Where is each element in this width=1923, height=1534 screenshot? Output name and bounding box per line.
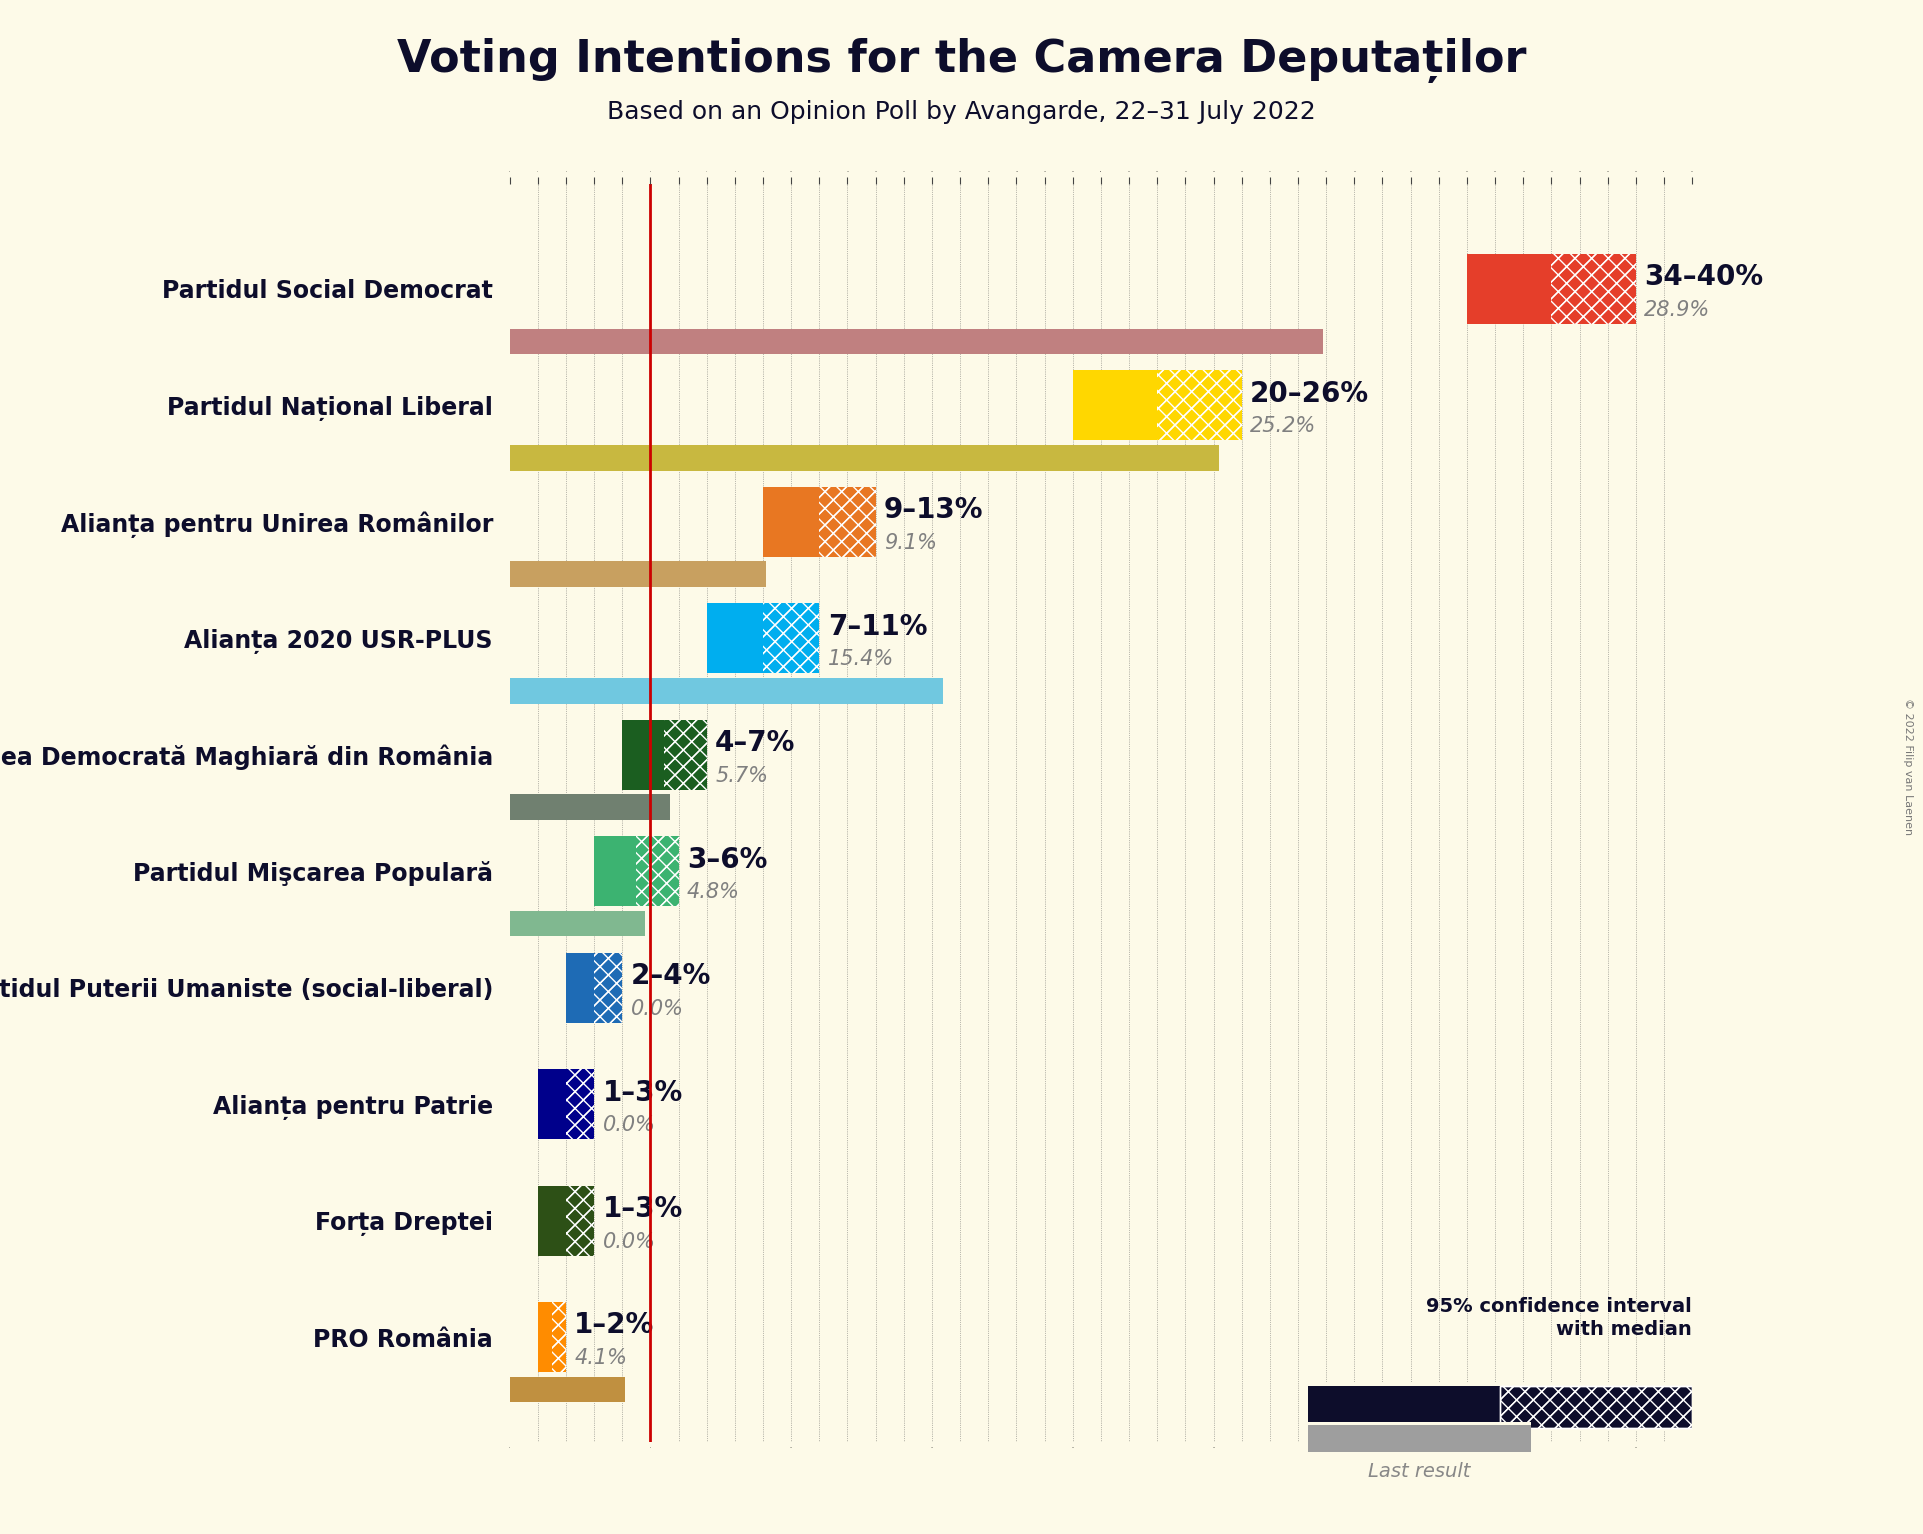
Bar bbox=[637, 836, 679, 907]
Bar bbox=[1073, 370, 1242, 440]
Text: Voting Intentions for the Camera Deputaților: Voting Intentions for the Camera Deputaț… bbox=[396, 38, 1527, 83]
Text: 1–3%: 1–3% bbox=[602, 1078, 683, 1106]
Bar bbox=[1552, 255, 1636, 324]
Bar bbox=[1552, 255, 1636, 324]
Bar bbox=[565, 953, 623, 1023]
Text: 0.0%: 0.0% bbox=[602, 1115, 656, 1135]
Text: 2–4%: 2–4% bbox=[631, 962, 712, 989]
Bar bbox=[510, 795, 669, 821]
Bar bbox=[510, 561, 765, 588]
Bar bbox=[510, 911, 644, 936]
Bar bbox=[552, 1302, 565, 1371]
Bar bbox=[565, 1069, 594, 1140]
Bar bbox=[510, 1376, 625, 1402]
Bar bbox=[763, 603, 819, 673]
Bar bbox=[819, 486, 875, 557]
Bar bbox=[565, 1186, 594, 1256]
Text: Based on an Opinion Poll by Avangarde, 22–31 July 2022: Based on an Opinion Poll by Avangarde, 2… bbox=[608, 100, 1315, 124]
Bar bbox=[763, 486, 875, 557]
Bar bbox=[538, 1302, 565, 1371]
Text: 1–2%: 1–2% bbox=[575, 1312, 654, 1339]
Text: 1–3%: 1–3% bbox=[602, 1195, 683, 1223]
Bar bbox=[1158, 370, 1242, 440]
Text: 95% confidence interval
with median: 95% confidence interval with median bbox=[1427, 1296, 1692, 1339]
Bar bbox=[665, 719, 708, 790]
Bar bbox=[594, 953, 623, 1023]
Bar bbox=[565, 1069, 594, 1140]
Bar bbox=[665, 719, 708, 790]
Bar bbox=[538, 1186, 594, 1256]
Bar bbox=[763, 603, 819, 673]
Bar bbox=[594, 836, 679, 907]
Text: 28.9%: 28.9% bbox=[1644, 299, 1711, 321]
Bar bbox=[538, 1069, 594, 1140]
Bar bbox=[510, 328, 1323, 354]
Bar bbox=[552, 1302, 565, 1371]
Text: 25.2%: 25.2% bbox=[1250, 416, 1317, 436]
Text: 0.0%: 0.0% bbox=[631, 999, 685, 1019]
Text: 5.7%: 5.7% bbox=[715, 765, 767, 785]
Text: 0.0%: 0.0% bbox=[602, 1232, 656, 1252]
Text: 4.8%: 4.8% bbox=[687, 882, 740, 902]
Bar bbox=[1308, 1425, 1531, 1451]
Bar bbox=[637, 836, 679, 907]
Text: © 2022 Filip van Laenen: © 2022 Filip van Laenen bbox=[1902, 698, 1913, 836]
Text: 34–40%: 34–40% bbox=[1644, 264, 1763, 291]
Text: 9.1%: 9.1% bbox=[885, 532, 937, 552]
Text: Last result: Last result bbox=[1367, 1462, 1471, 1480]
Bar bbox=[594, 953, 623, 1023]
Bar bbox=[623, 719, 708, 790]
Bar bbox=[1158, 370, 1242, 440]
Bar bbox=[510, 445, 1219, 471]
Text: 15.4%: 15.4% bbox=[827, 649, 894, 669]
Bar bbox=[1500, 1385, 1692, 1428]
Bar bbox=[708, 603, 819, 673]
Text: 20–26%: 20–26% bbox=[1250, 380, 1369, 408]
Bar bbox=[819, 486, 875, 557]
Bar bbox=[565, 1186, 594, 1256]
Bar bbox=[510, 678, 944, 704]
Bar bbox=[1500, 1385, 1692, 1428]
Text: 4.1%: 4.1% bbox=[575, 1348, 627, 1368]
Text: 9–13%: 9–13% bbox=[885, 495, 983, 525]
Text: 3–6%: 3–6% bbox=[687, 845, 767, 873]
Text: 4–7%: 4–7% bbox=[715, 729, 796, 758]
Bar bbox=[1467, 255, 1636, 324]
Text: 7–11%: 7–11% bbox=[827, 612, 927, 641]
Bar bbox=[1308, 1385, 1500, 1428]
